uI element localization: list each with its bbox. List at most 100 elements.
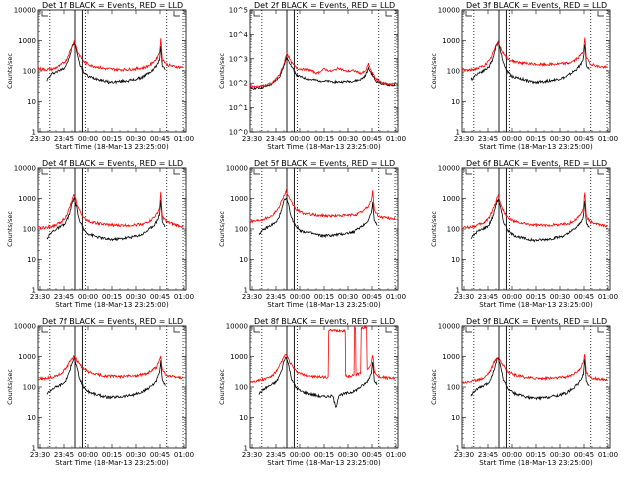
panel-det-8f: Det 8f BLACK = Events, RED = LLD 1 10 100 10… xyxy=(218,317,406,467)
y-tick-label: 1000 xyxy=(442,195,460,203)
x-tick-label: 01:00 xyxy=(386,451,406,459)
x-axis-label: Start Time (18-Mar-13 23:25:00) xyxy=(55,143,169,151)
x-tick-label: 00:00 xyxy=(290,293,310,301)
corner-bracket-right xyxy=(173,11,180,17)
y-tick-label: 10 xyxy=(451,414,460,422)
y-tick-label: 10^4 xyxy=(229,31,249,39)
y-tick-label: 1 xyxy=(456,129,460,137)
panel-title: Det 8f BLACK = Events, RED = LLD xyxy=(254,317,395,326)
panel-det-5f: Det 5f BLACK = Events, RED = LLD 1 10 100 10… xyxy=(218,159,406,309)
x-tick-label: 00:30 xyxy=(126,451,146,459)
x-tick-label: 00:30 xyxy=(338,293,358,301)
events-series-line xyxy=(470,41,590,85)
plot-frame xyxy=(249,167,399,291)
panel-title: Det 2f BLACK = Events, RED = LLD xyxy=(254,1,395,10)
plot-frame xyxy=(249,325,399,449)
corner-bracket-left xyxy=(465,11,472,17)
panel-det-1f: Det 1f BLACK = Events, RED = LLD 1 10 100 10… xyxy=(6,1,194,151)
y-tick-label: 10000 xyxy=(14,7,36,15)
x-tick-label: 23:30 xyxy=(30,451,50,459)
corner-bracket-right xyxy=(597,327,604,333)
lld-series-line xyxy=(37,355,184,382)
x-tick-label: 00:15 xyxy=(102,135,122,143)
y-tick-label: 1 xyxy=(32,445,36,453)
panel-det-4f: Det 4f BLACK = Events, RED = LLD 1 10 100 10… xyxy=(6,159,194,309)
events-series-line xyxy=(46,196,166,242)
x-tick-label: 00:30 xyxy=(550,451,570,459)
y-tick-label: 1000 xyxy=(442,37,460,45)
corner-bracket-left xyxy=(253,327,260,333)
panel-det-3f: Det 3f BLACK = Events, RED = LLD 1 10 100 10… xyxy=(430,1,618,151)
x-tick-label: 00:45 xyxy=(574,451,594,459)
x-tick-label: 23:45 xyxy=(266,293,286,301)
x-tick-label: 23:30 xyxy=(242,451,262,459)
plot-frame xyxy=(37,167,187,291)
y-tick-label: 10 xyxy=(451,98,460,106)
panel-title: Det 1f BLACK = Events, RED = LLD xyxy=(42,1,183,10)
lld-series-line xyxy=(249,52,396,89)
lld-series-line xyxy=(461,37,608,73)
x-tick-label: 01:00 xyxy=(174,451,194,459)
x-axis-label: Start Time (18-Mar-13 23:25:00) xyxy=(267,459,381,467)
y-axis-label: Counts/sec xyxy=(430,211,438,247)
y-tick-label: 1000 xyxy=(230,353,248,361)
x-tick-label: 00:30 xyxy=(338,135,358,143)
corner-bracket-right xyxy=(597,11,604,17)
events-series-line xyxy=(470,357,590,401)
y-axis-label: Counts/sec xyxy=(6,211,14,247)
plot-frame xyxy=(37,325,187,449)
x-axis-label: Start Time (18-Mar-13 23:25:00) xyxy=(479,301,593,309)
panel-det-6f: Det 6f BLACK = Events, RED = LLD 1 10 100 10… xyxy=(430,159,618,309)
lld-series-line xyxy=(37,38,184,72)
y-tick-label: 10^2 xyxy=(229,80,248,88)
y-tick-label: 1000 xyxy=(442,353,460,361)
y-axis-label: Counts/sec xyxy=(6,53,14,89)
corner-bracket-right xyxy=(385,169,392,175)
y-tick-label: 1 xyxy=(32,287,36,295)
x-tick-label: 00:00 xyxy=(502,135,522,143)
y-tick-label: 10^3 xyxy=(229,55,248,63)
x-tick-label: 00:45 xyxy=(362,451,382,459)
panel-det-2f: Det 2f BLACK = Events, RED = LLD 10^0 10^1… xyxy=(218,1,406,151)
x-tick-label: 00:30 xyxy=(550,293,570,301)
x-axis-label: Start Time (18-Mar-13 23:25:00) xyxy=(479,143,593,151)
x-tick-label: 23:30 xyxy=(242,293,262,301)
x-tick-label: 00:00 xyxy=(502,451,522,459)
events-series-line xyxy=(258,197,378,239)
y-tick-label: 1000 xyxy=(230,195,248,203)
y-tick-label: 1 xyxy=(32,129,36,137)
x-axis-label: Start Time (18-Mar-13 23:25:00) xyxy=(267,301,381,309)
plot-frame xyxy=(249,9,399,133)
panel-title: Det 6f BLACK = Events, RED = LLD xyxy=(466,159,607,168)
y-tick-label: 10 xyxy=(239,414,248,422)
x-tick-label: 00:45 xyxy=(362,293,382,301)
panel-title: Det 7f BLACK = Events, RED = LLD xyxy=(42,317,183,326)
x-tick-label: 00:45 xyxy=(574,135,594,143)
y-tick-label: 100 xyxy=(23,68,36,76)
events-series-line xyxy=(470,198,590,243)
x-tick-label: 00:15 xyxy=(102,293,122,301)
x-tick-label: 00:15 xyxy=(314,135,334,143)
x-tick-label: 00:00 xyxy=(78,293,98,301)
y-tick-label: 10000 xyxy=(14,165,36,173)
corner-bracket-left xyxy=(253,11,260,17)
y-tick-label: 10^1 xyxy=(229,104,248,112)
x-tick-label: 00:30 xyxy=(338,451,358,459)
y-tick-label: 10^0 xyxy=(229,129,248,137)
x-tick-label: 23:45 xyxy=(478,135,498,143)
x-tick-label: 00:15 xyxy=(314,293,334,301)
panel-title: Det 4f BLACK = Events, RED = LLD xyxy=(42,159,183,168)
y-tick-label: 100 xyxy=(23,226,36,234)
x-tick-label: 01:00 xyxy=(174,135,194,143)
x-tick-label: 23:30 xyxy=(454,293,474,301)
events-series-line xyxy=(249,57,396,91)
y-tick-label: 10000 xyxy=(226,165,248,173)
y-tick-label: 10000 xyxy=(226,323,248,331)
x-tick-label: 00:30 xyxy=(126,135,146,143)
y-tick-label: 1 xyxy=(244,287,248,295)
lld-series-line xyxy=(249,189,396,224)
y-tick-label: 10000 xyxy=(438,323,460,331)
x-tick-label: 23:45 xyxy=(54,451,74,459)
x-tick-label: 23:45 xyxy=(266,135,286,143)
x-tick-label: 23:30 xyxy=(30,135,50,143)
